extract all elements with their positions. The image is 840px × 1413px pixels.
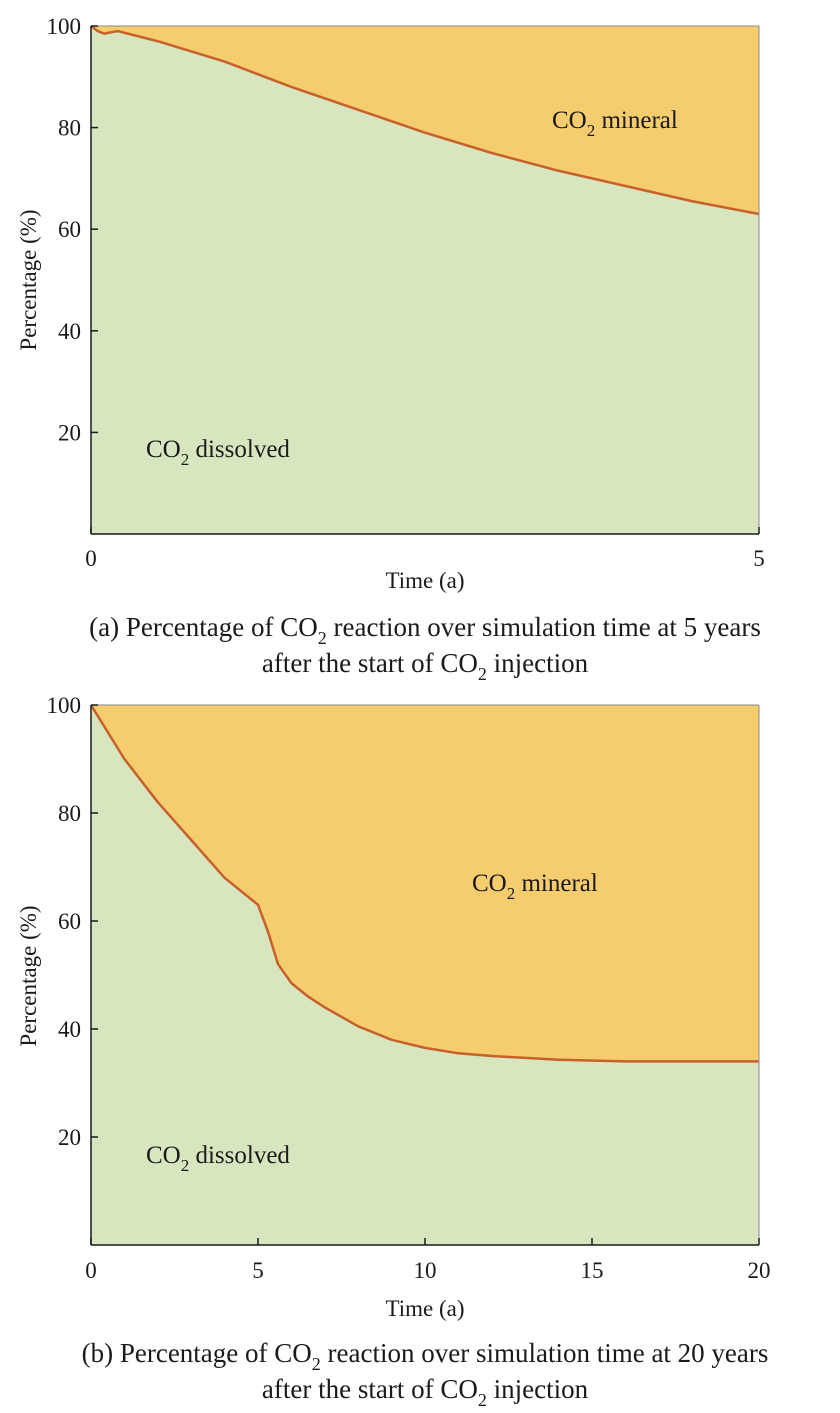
y-tick-label-a-100: 100 — [47, 14, 82, 39]
x-axis-title-a: Time (a) — [385, 568, 464, 593]
y-tick-label-a-40: 40 — [58, 319, 81, 344]
caption-a-line1: (a) Percentage of CO2 reaction over simu… — [89, 612, 761, 648]
caption-b-line1: (b) Percentage of CO2 reaction over simu… — [82, 1338, 769, 1374]
x-tick-label-a-0: 0 — [85, 546, 97, 571]
chart-b: 20 40 60 80 100 0 5 10 15 20 CO2 mineral CO2 diss… — [16, 693, 771, 1410]
boundary-line-b — [89, 704, 759, 1063]
y-tick-label-b-20: 20 — [58, 1125, 81, 1150]
dissolved-label-b: CO2 dissolved — [146, 1142, 290, 1175]
x-axis-title-b: Time (a) — [385, 1296, 464, 1321]
plot-b: 20 40 60 80 100 0 5 10 15 20 — [47, 693, 771, 1283]
dissolved-label-a: CO2 dissolved — [146, 436, 290, 469]
y-axis-title-a: Percentage (%) — [16, 209, 41, 350]
x-tick-label-b-5: 5 — [252, 1258, 264, 1283]
area-co2-mineral-b — [91, 705, 759, 1062]
y-tick-label-b-100: 100 — [47, 693, 82, 718]
x-tick-label-b-0: 0 — [85, 1258, 97, 1283]
mineral-label-a: CO2 mineral — [552, 107, 678, 140]
caption-b-line2: after the start of CO2 injection — [262, 1374, 589, 1410]
x-tick-label-b-20: 20 — [748, 1258, 771, 1283]
y-tick-label-b-40: 40 — [58, 1017, 81, 1042]
caption-a-line2: after the start of CO2 injection — [262, 648, 589, 684]
mineral-label-b: CO2 mineral — [472, 870, 598, 903]
x-tick-label-b-10: 10 — [414, 1258, 437, 1283]
boundary-line-a — [90, 25, 760, 216]
area-co2-dissolved-b — [91, 705, 759, 1245]
plot-a: 20 40 60 80 100 0 5 — [47, 14, 765, 571]
x-tick-label-b-15: 15 — [581, 1258, 604, 1283]
y-tick-label-a-60: 60 — [58, 217, 81, 242]
area-co2-dissolved-a — [91, 26, 759, 534]
x-tick-label-a-5: 5 — [753, 546, 765, 571]
y-tick-label-a-20: 20 — [58, 420, 81, 445]
y-tick-label-a-80: 80 — [58, 116, 81, 141]
y-axis-title-b: Percentage (%) — [16, 905, 41, 1046]
y-tick-label-b-80: 80 — [58, 801, 81, 826]
y-tick-label-b-60: 60 — [58, 909, 81, 934]
